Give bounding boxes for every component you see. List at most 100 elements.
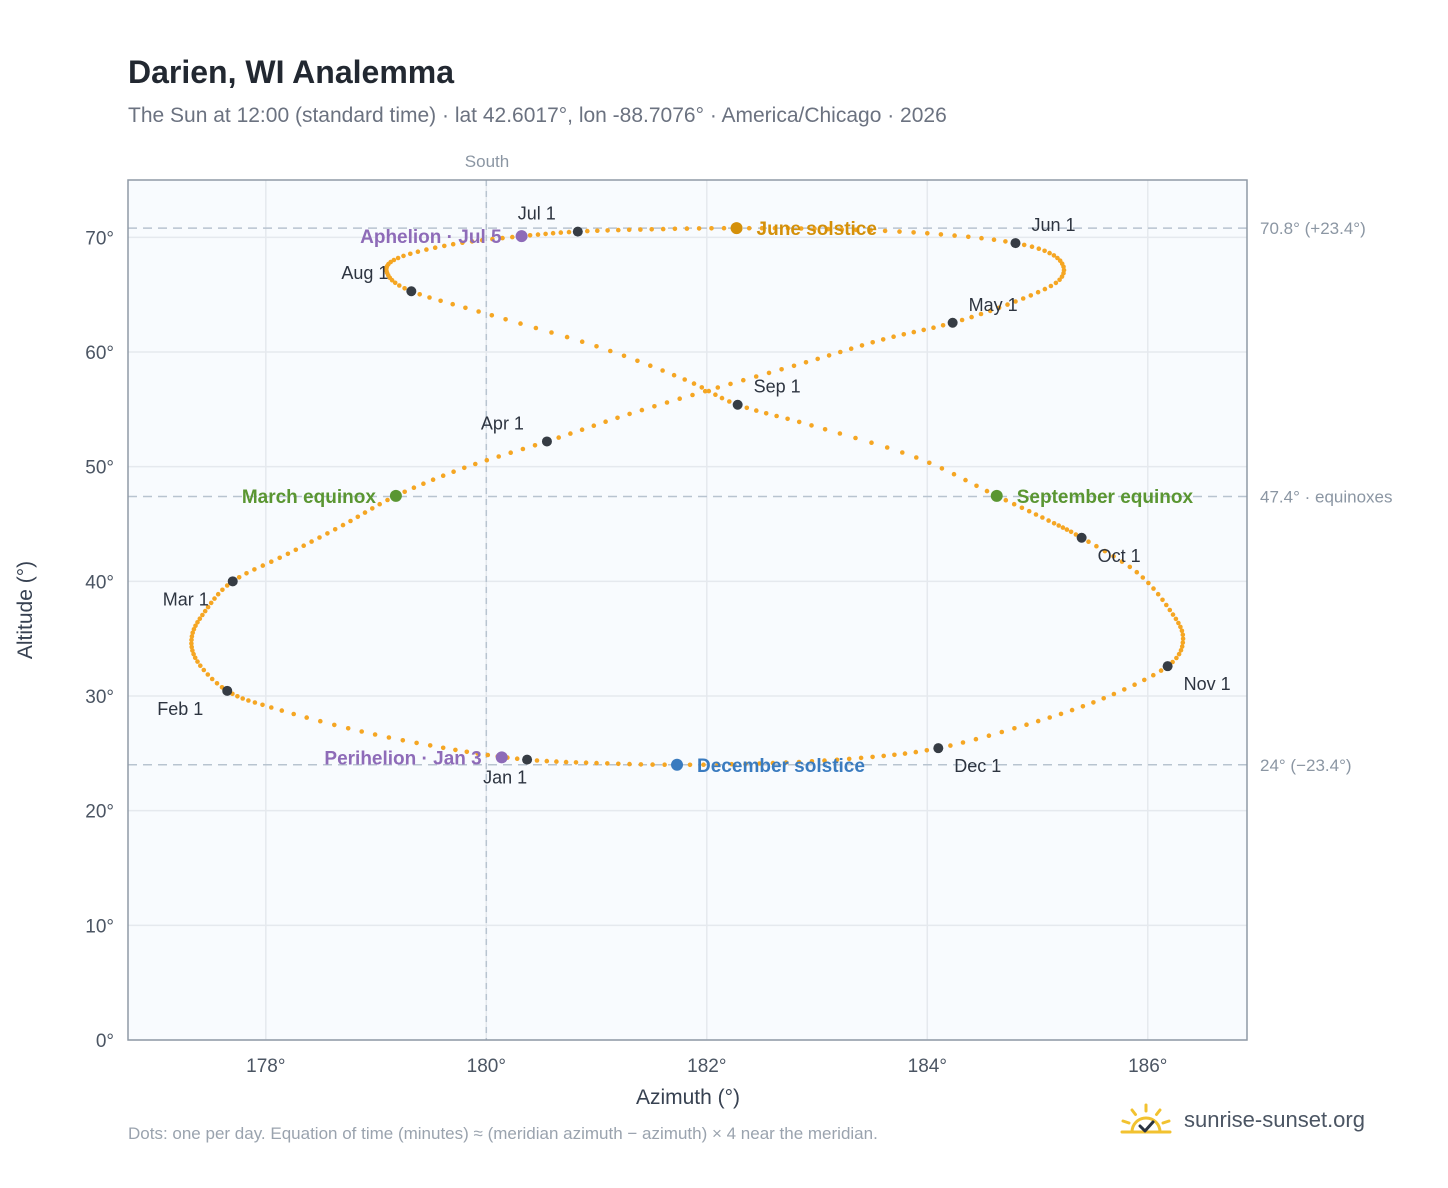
daily-dot (677, 396, 682, 402)
daily-dot (691, 381, 697, 386)
daily-dot (252, 567, 257, 572)
daily-dot (648, 363, 653, 369)
month-marker (1076, 532, 1087, 543)
daily-dot (1073, 532, 1079, 537)
daily-dot (838, 349, 843, 355)
month-marker (227, 576, 238, 587)
event-label: September equinox (1017, 487, 1194, 508)
daily-dot (1160, 597, 1165, 603)
daily-dot (212, 596, 217, 601)
reference-label: 24° (−23.4°) (1260, 756, 1352, 775)
plot-border (127, 179, 1248, 1041)
daily-dot (699, 385, 705, 390)
daily-dot (189, 637, 194, 643)
daily-dot (779, 367, 784, 372)
daily-dot (1055, 255, 1060, 261)
y-tick-label: 20° (85, 802, 114, 823)
event-label: Perihelion · Jan 3 (324, 748, 481, 769)
daily-dot (616, 761, 621, 767)
daily-dot (1080, 704, 1086, 709)
daily-dot (901, 332, 907, 337)
daily-dot (1178, 624, 1183, 630)
daily-dot (392, 280, 398, 286)
x-tick-label: 180° (467, 1056, 506, 1077)
daily-dot (846, 756, 852, 762)
daily-dot (715, 385, 721, 390)
daily-dot (709, 226, 714, 231)
daily-dot (822, 758, 827, 763)
daily-dot (415, 249, 421, 254)
daily-dot (301, 543, 307, 548)
daily-dot (978, 311, 984, 317)
daily-dot (214, 681, 220, 686)
daily-dot (868, 228, 873, 233)
daily-dot (858, 755, 864, 761)
month-marker (732, 399, 743, 410)
daily-dot (1111, 554, 1116, 559)
daily-dot (999, 729, 1005, 735)
month-label: Feb 1 (157, 699, 203, 719)
daily-dot (1151, 672, 1156, 678)
daily-dot (414, 740, 419, 746)
month-marker (572, 226, 583, 237)
daily-dot (783, 760, 789, 765)
daily-dot (440, 745, 446, 751)
daily-dot (1035, 718, 1041, 724)
daily-dot (260, 563, 266, 568)
daily-dot (566, 229, 572, 235)
daily-dot (332, 722, 337, 728)
daily-dot (594, 760, 599, 766)
daily-dot (763, 411, 769, 416)
daily-dot (1013, 299, 1018, 304)
daily-dot (848, 346, 854, 352)
daily-dot (208, 600, 214, 606)
daily-dot (812, 226, 817, 232)
daily-dot (424, 247, 429, 252)
daily-dot (880, 337, 886, 342)
daily-dot (485, 752, 491, 758)
daily-dot (671, 372, 677, 378)
daily-dot (986, 733, 992, 738)
daily-dot (1179, 628, 1185, 634)
brand-link[interactable]: sunrise-sunset.org (1118, 1102, 1365, 1138)
daily-dot (834, 757, 840, 763)
daily-dot (240, 696, 245, 701)
daily-dot (1111, 691, 1117, 697)
daily-dot (627, 761, 632, 767)
daily-dot (484, 457, 490, 463)
daily-dot (438, 298, 443, 304)
daily-dot (897, 229, 902, 234)
daily-dot (826, 353, 832, 358)
daily-dot (882, 228, 888, 234)
daily-dot (605, 228, 610, 233)
daily-dot (959, 317, 965, 323)
daily-dot (605, 761, 610, 766)
daily-dot (370, 506, 375, 511)
daily-dot (535, 232, 541, 237)
daily-dot (220, 587, 225, 593)
daily-dot (594, 344, 599, 349)
daily-dot (1132, 682, 1137, 687)
daily-dot (192, 655, 198, 661)
daily-dot (432, 245, 438, 250)
daily-dot (402, 489, 408, 495)
daily-dot (1101, 696, 1106, 701)
daily-dot (293, 547, 299, 553)
event-marker (730, 222, 743, 235)
daily-dot (991, 237, 997, 242)
daily-dot (411, 485, 417, 491)
daily-dot (1042, 286, 1048, 292)
daily-dot (1134, 569, 1140, 575)
daily-dot (638, 227, 643, 232)
x-tick-label: 182° (687, 1056, 726, 1077)
y-tick-label: 30° (85, 687, 114, 708)
daily-dot (460, 240, 465, 245)
daily-dot (532, 443, 538, 448)
daily-dot (728, 381, 733, 387)
daily-dot (664, 400, 670, 405)
daily-dot (500, 235, 505, 241)
daily-dot (473, 461, 478, 467)
daily-dot (543, 231, 548, 237)
daily-dot (209, 676, 215, 682)
daily-dot (1048, 283, 1054, 289)
